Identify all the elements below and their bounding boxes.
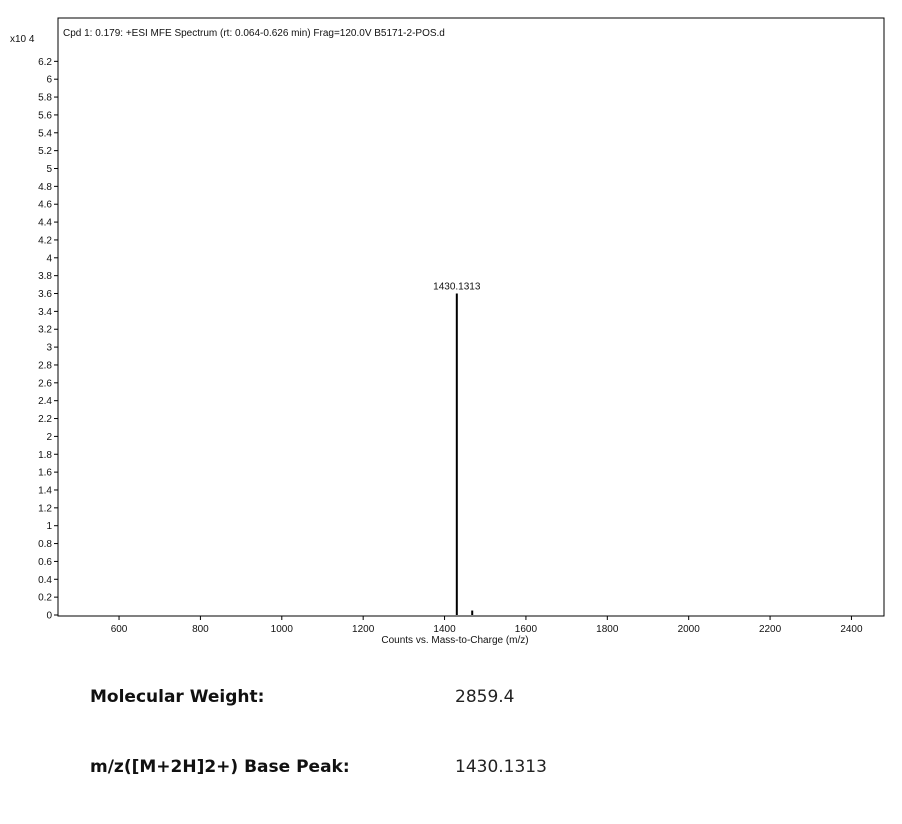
molecular-weight-label: Molecular Weight: — [90, 687, 265, 707]
y-tick-label: 0.8 — [38, 539, 52, 550]
y-tick-label: 4.8 — [38, 182, 52, 193]
base-peak-value: 1430.1313 — [455, 757, 547, 777]
y-tick-label: 0.4 — [38, 575, 52, 586]
y-tick-label: 5.2 — [38, 146, 52, 157]
y-tick-label: 1.2 — [38, 503, 52, 514]
y-tick-label: 3.6 — [38, 289, 52, 300]
y-tick-label: 2.2 — [38, 414, 52, 425]
peak-label: 1430.1313 — [433, 282, 481, 293]
y-tick-label: 4.2 — [38, 235, 52, 246]
y-tick-label: 5 — [46, 164, 52, 175]
y-tick-label: 2 — [46, 432, 52, 443]
y-tick-label: 3.8 — [38, 271, 52, 282]
y-tick-label: 0.2 — [38, 593, 52, 604]
x-tick-label: 1800 — [596, 624, 619, 635]
x-axis-label: Counts vs. Mass-to-Charge (m/z) — [381, 635, 528, 646]
y-tick-label: 3.4 — [38, 307, 52, 318]
x-tick-label: 2200 — [759, 624, 782, 635]
base-peak-label: m/z([M+2H]2+) Base Peak: — [90, 757, 350, 777]
base-peak-row: m/z([M+2H]2+) Base Peak: 1430.1313 — [0, 757, 902, 787]
y-tick-label: 2.4 — [38, 396, 52, 407]
y-tick-label: 5.4 — [38, 128, 52, 139]
y-tick-label: 2.8 — [38, 360, 52, 371]
y-axis: 0 0.2 0.4 0.6 0.8 1 1.2 1.4 1.6 1.8 2 2.2 2.4 2.6 2.8 3… — [38, 57, 58, 622]
x-tick-label: 1200 — [352, 624, 375, 635]
y-tick-label: 1.6 — [38, 468, 52, 479]
y-tick-label: 1 — [46, 521, 52, 532]
chart-title: Cpd 1: 0.179: +ESI MFE Spectrum (rt: 0.0… — [63, 28, 445, 39]
y-tick-label: 4.4 — [38, 218, 52, 229]
mass-spectrum-chart: Cpd 1: 0.179: +ESI MFE Spectrum (rt: 0.0… — [10, 17, 885, 646]
y-tick-label: 4 — [46, 253, 52, 264]
y-multiplier: x10 4 — [10, 34, 35, 45]
y-tick-label: 5.6 — [38, 110, 52, 121]
y-tick-label: 3 — [46, 343, 52, 354]
y-tick-label: 6.2 — [38, 57, 52, 68]
x-tick-label: 1000 — [271, 624, 294, 635]
y-tick-label: 5.8 — [38, 93, 52, 104]
x-tick-label: 1600 — [515, 624, 538, 635]
y-tick-label: 4.6 — [38, 200, 52, 211]
x-tick-label: 600 — [111, 624, 128, 635]
molecular-weight-value: 2859.4 — [455, 687, 515, 707]
y-tick-label: 0 — [46, 611, 52, 622]
y-tick-label: 1.4 — [38, 485, 52, 496]
y-tick-label: 0.6 — [38, 557, 52, 568]
x-tick-label: 2000 — [678, 624, 701, 635]
x-tick-label: 2400 — [840, 624, 863, 635]
x-axis: 600 800 1000 1200 1400 1600 1800 2000 2200 2400 — [111, 616, 863, 635]
y-tick-label: 6 — [46, 75, 52, 86]
y-tick-label: 1.8 — [38, 450, 52, 461]
y-tick-label: 3.2 — [38, 325, 52, 336]
plot-frame — [57, 17, 885, 617]
x-tick-label: 800 — [192, 624, 209, 635]
peaks: 1430.1313 — [433, 282, 481, 615]
y-tick-label: 2.6 — [38, 378, 52, 389]
x-tick-label: 1400 — [433, 624, 456, 635]
molecular-weight-row: Molecular Weight: 2859.4 — [0, 687, 902, 717]
